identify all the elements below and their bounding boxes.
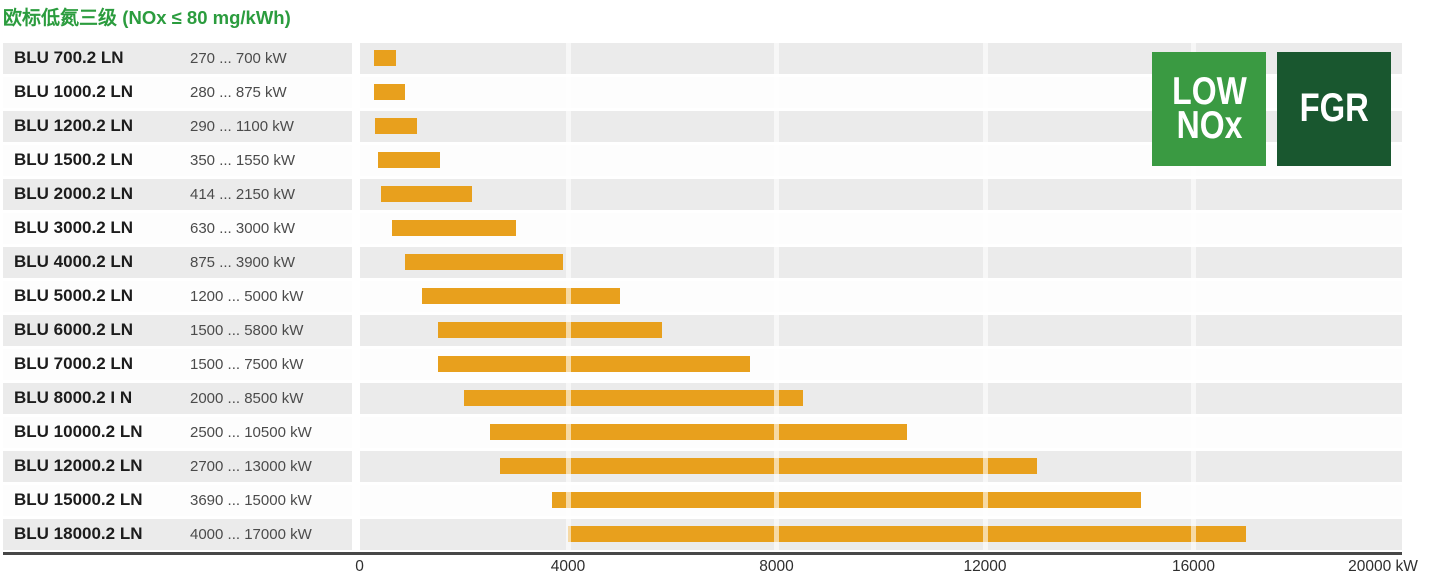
power-range-bar <box>568 526 1246 543</box>
power-range-label: 2000 ... 8500 kW <box>190 390 304 407</box>
row-label-band <box>3 383 352 414</box>
row-label-band <box>3 451 352 482</box>
row-label-band <box>3 417 352 448</box>
low-nox-badge: LOW NOx <box>1152 52 1266 166</box>
low-nox-badge-line: LOW <box>1171 69 1247 113</box>
model-label: BLU 6000.2 LN <box>14 320 134 339</box>
power-range-label: 2700 ... 13000 kW <box>190 458 312 475</box>
fgr-badge: FGR <box>1277 52 1391 166</box>
model-label: BLU 700.2 LN <box>14 48 124 67</box>
x-axis-tick-label: 8000 <box>759 558 794 575</box>
model-label: BLU 12000.2 LN <box>14 456 143 475</box>
chart-title-cn: 欧标低氮三级 <box>3 8 118 29</box>
power-range-bar <box>437 356 751 373</box>
model-label: BLU 15000.2 LN <box>14 490 143 509</box>
chart-title-nox-note: (NOx ≤ 80 mg/kWh) <box>122 7 291 28</box>
power-range-bar <box>437 322 662 339</box>
power-range-label: 1200 ... 5000 kW <box>190 288 304 305</box>
model-label: BLU 8000.2 I N <box>14 388 133 407</box>
x-axis-tick-label: 20000 kW <box>1348 558 1418 575</box>
power-range-bar <box>551 492 1142 509</box>
power-range-bar <box>500 458 1038 475</box>
power-range-bar <box>381 186 472 203</box>
power-range-label: 4000 ... 17000 kW <box>190 526 312 543</box>
power-range-label: 875 ... 3900 kW <box>190 254 296 271</box>
model-label: BLU 3000.2 LN <box>14 218 134 237</box>
row-label-band <box>3 43 352 74</box>
model-label: BLU 18000.2 LN <box>14 524 143 543</box>
gridline-separator <box>982 43 988 550</box>
model-label: BLU 5000.2 LN <box>14 286 134 305</box>
model-label: BLU 2000.2 LN <box>14 184 134 203</box>
row-label-band <box>3 77 352 108</box>
x-axis-line <box>3 552 1402 555</box>
power-range-bar <box>374 84 406 101</box>
power-range-bar <box>489 424 907 441</box>
power-range-label: 630 ... 3000 kW <box>190 220 296 237</box>
x-axis-tick-label: 0 <box>355 558 364 575</box>
row-label-band <box>3 145 352 176</box>
row-label-band <box>3 519 352 550</box>
power-range-bar <box>392 220 516 237</box>
power-range-label: 280 ... 875 kW <box>190 84 287 101</box>
low-nox-badge-line: NOx <box>1176 104 1242 147</box>
model-label: BLU 1000.2 LN <box>14 82 134 101</box>
power-range-label: 270 ... 700 kW <box>190 50 287 67</box>
model-label: BLU 1500.2 LN <box>14 150 134 169</box>
low-nox-badge-label: LOW NOx <box>1171 69 1247 147</box>
gridline-separator <box>565 43 571 550</box>
chart-title: 欧标低氮三级 (NOx ≤ 80 mg/kWh) <box>3 3 291 30</box>
gridline-separator <box>774 43 779 550</box>
power-range-label: 2500 ... 10500 kW <box>190 424 312 441</box>
power-range-label: 1500 ... 5800 kW <box>190 322 304 339</box>
power-range-bar <box>374 118 417 135</box>
row-chart-band <box>359 179 1402 210</box>
row-label-band <box>3 179 352 210</box>
x-axis-tick-label: 12000 <box>963 558 1007 575</box>
x-axis-tick-label: 16000 <box>1171 558 1216 575</box>
power-range-bar <box>405 254 563 271</box>
row-chart-band <box>359 213 1402 244</box>
row-label-band <box>3 485 352 516</box>
model-label: BLU 10000.2 LN <box>14 422 143 441</box>
row-label-band <box>3 349 352 380</box>
model-label: BLU 1200.2 LN <box>14 116 134 135</box>
power-range-label: 3690 ... 15000 kW <box>190 492 312 509</box>
power-range-label: 290 ... 1100 kW <box>190 118 294 135</box>
row-label-band <box>3 247 352 278</box>
row-label-band <box>3 111 352 142</box>
power-range-label: 350 ... 1550 kW <box>190 152 296 169</box>
fgr-badge-label: FGR <box>1299 86 1369 131</box>
row-label-band <box>3 281 352 312</box>
power-range-bar <box>422 288 621 305</box>
power-range-label: 1500 ... 7500 kW <box>190 356 304 373</box>
gridline-separator <box>1191 43 1196 550</box>
model-label: BLU 4000.2 LN <box>14 252 134 271</box>
fgr-badge-line: FGR <box>1299 86 1369 131</box>
model-label: BLU 7000.2 LN <box>14 354 134 373</box>
power-range-bar <box>463 390 803 407</box>
power-range-bar <box>373 50 396 67</box>
row-label-band <box>3 213 352 244</box>
row-label-band <box>3 315 352 346</box>
x-axis-tick-label: 4000 <box>550 558 586 575</box>
power-range-bar <box>377 152 441 169</box>
power-range-label: 414 ... 2150 kW <box>190 186 296 203</box>
